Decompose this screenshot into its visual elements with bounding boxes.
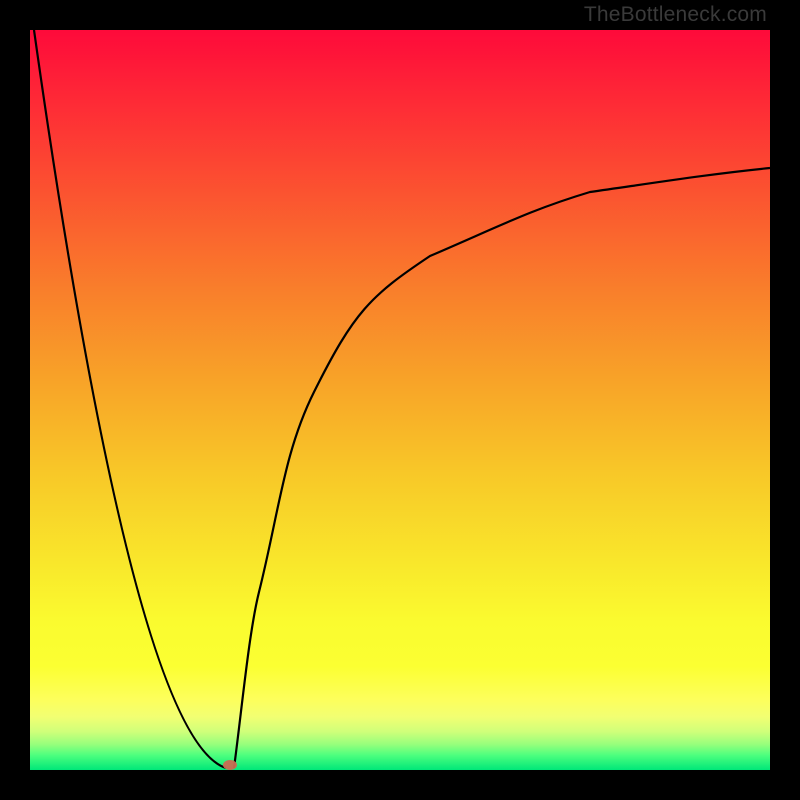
plot-area: [30, 30, 770, 770]
gradient-background: [30, 30, 770, 770]
minimum-marker: [223, 760, 237, 770]
chart-frame: TheBottleneck.com: [0, 0, 800, 800]
chart-svg: [0, 0, 800, 800]
watermark-text: TheBottleneck.com: [584, 3, 767, 27]
